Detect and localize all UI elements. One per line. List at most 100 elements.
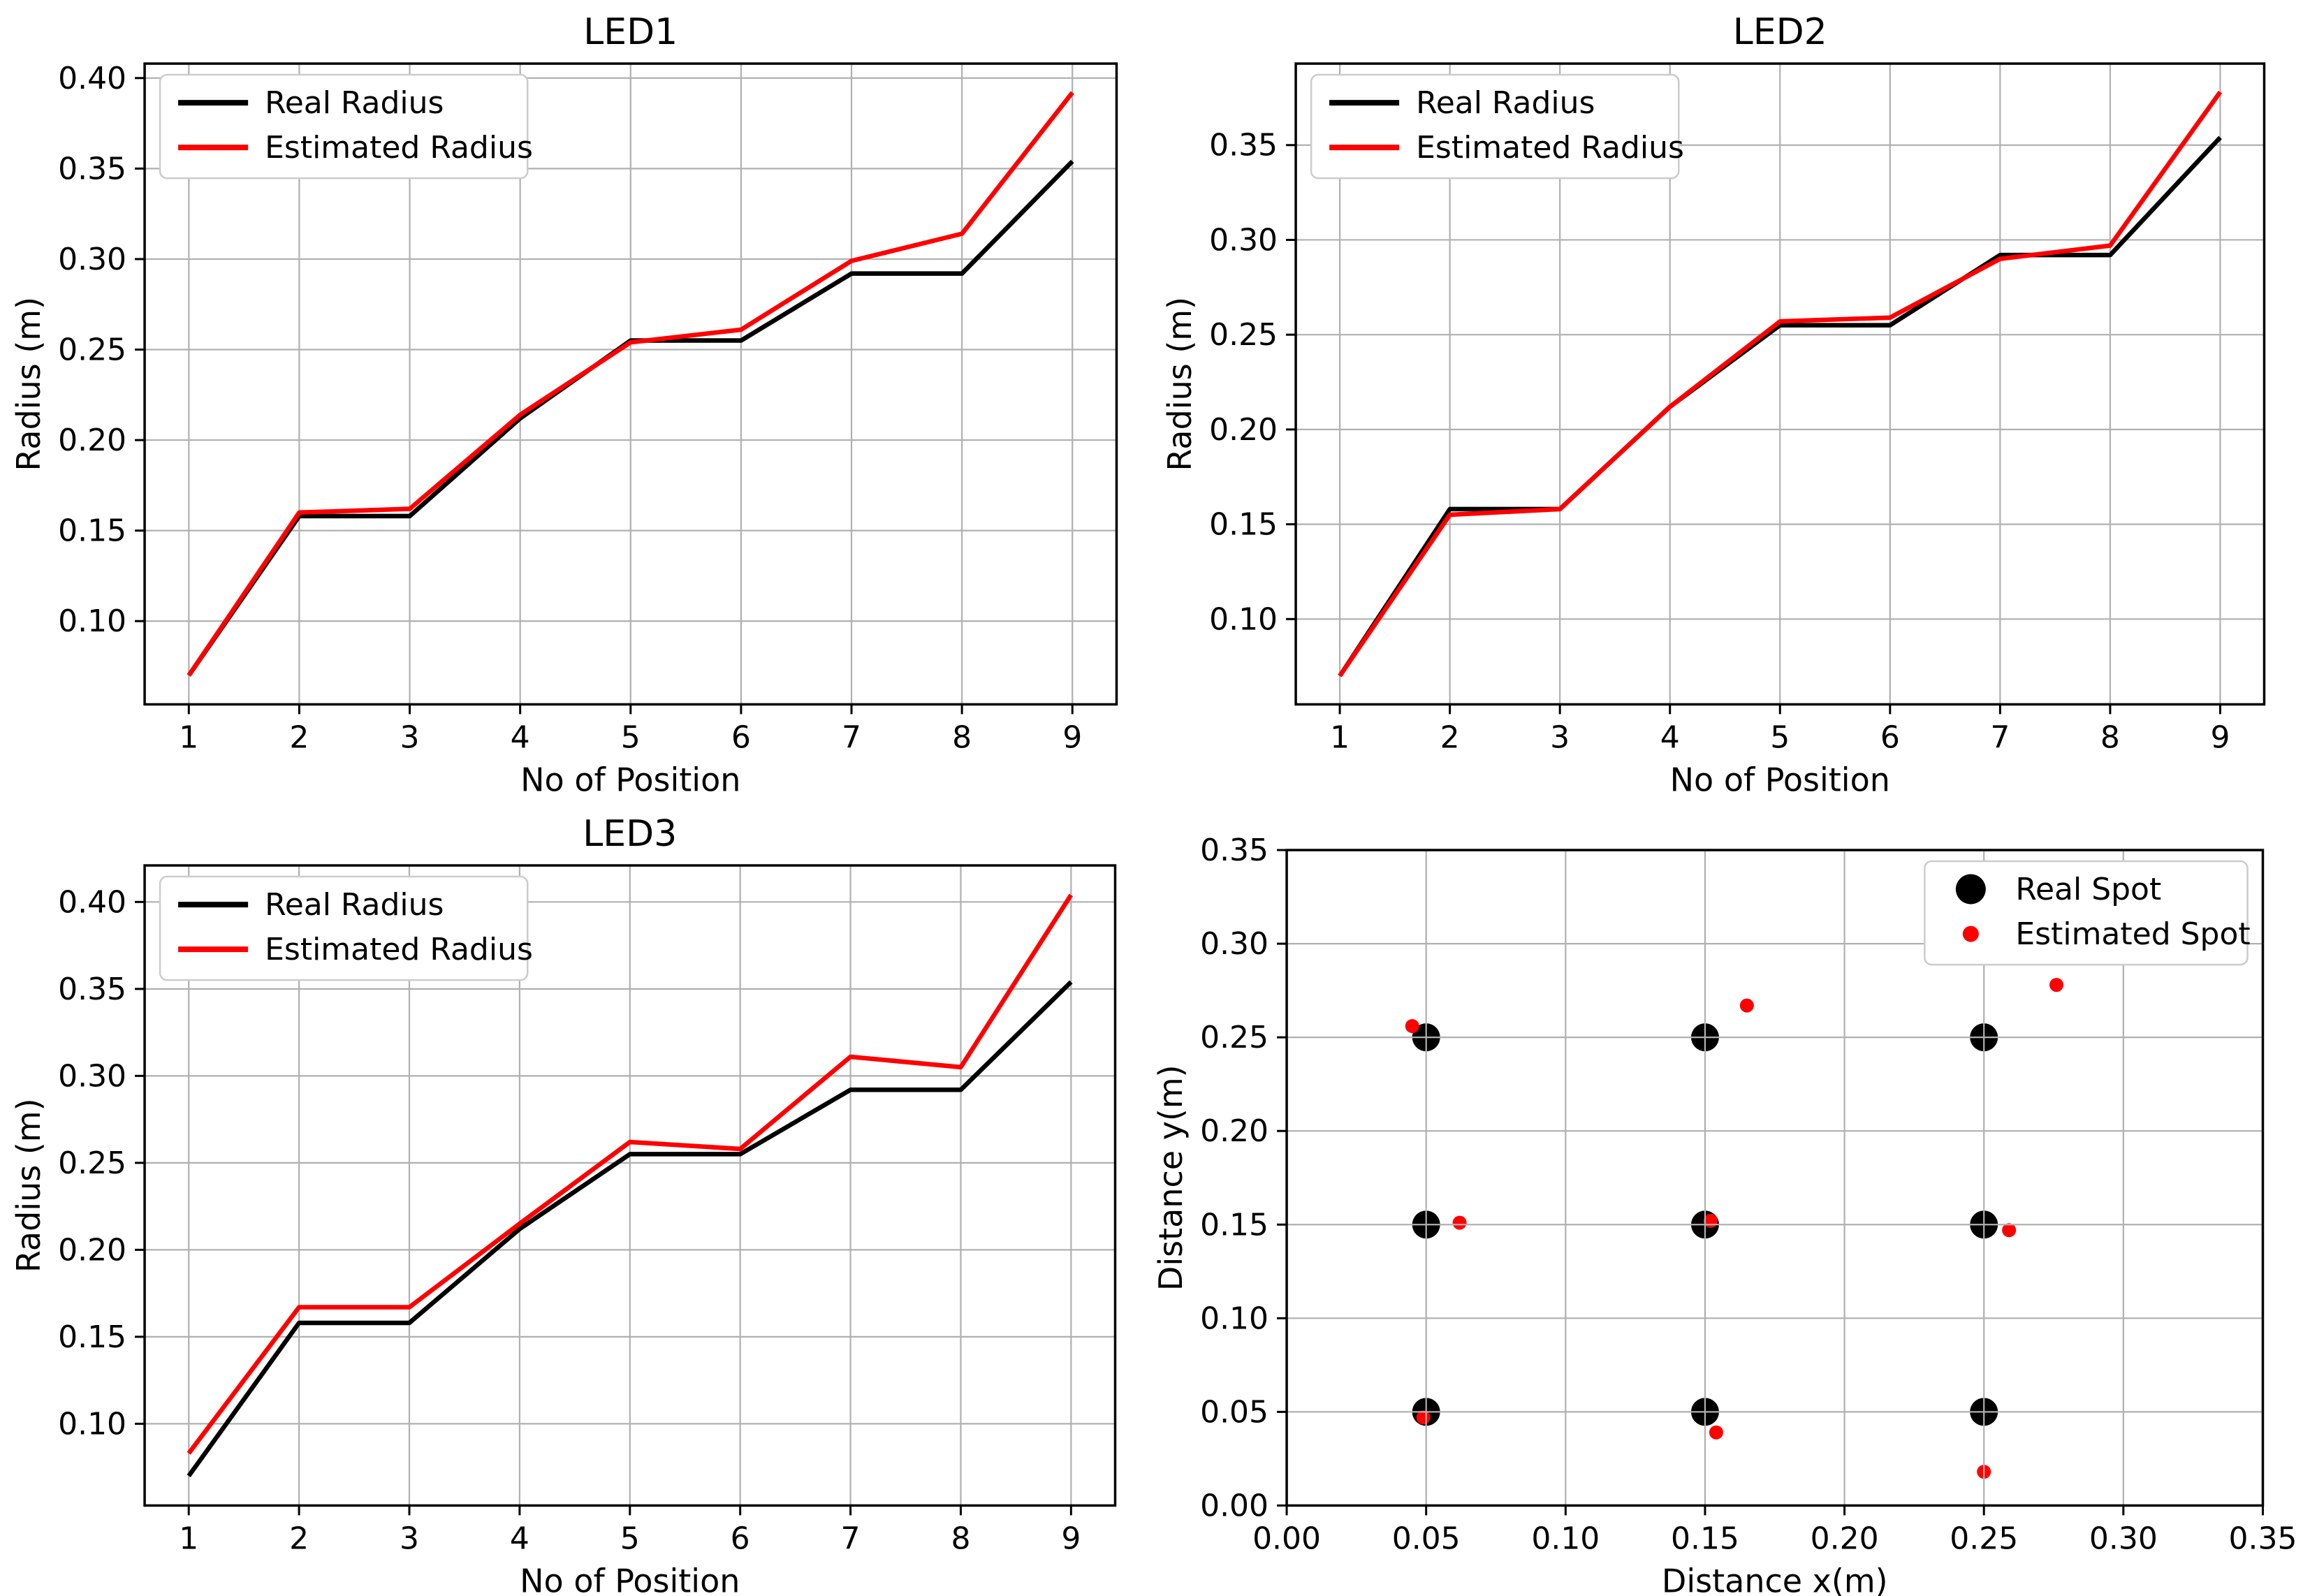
- y-tick-label: 0.10: [1200, 1301, 1269, 1336]
- y-axis-label: Radius (m): [1161, 297, 1199, 471]
- y-tick-label: 0.25: [1200, 1020, 1269, 1055]
- y-tick-label: 0.15: [58, 513, 126, 549]
- y-tick-label: 0.20: [58, 423, 126, 458]
- y-tick-label: 0.30: [58, 242, 126, 277]
- x-tick-label: 0.20: [1810, 1521, 1878, 1556]
- legend-label-real-radius: Real Radius: [265, 85, 444, 121]
- x-tick-label: 1: [179, 1521, 198, 1556]
- tick-labels: 1 2 3 4 5 6 7 8 9 0.10 0.15 0.20 0.25 0.30 0.35 0.40: [58, 884, 1081, 1556]
- chart-title: LED3: [583, 813, 677, 855]
- plot-data: [1405, 977, 2063, 1479]
- legend-box: [1310, 73, 1679, 180]
- x-tick-label: 0.25: [1950, 1521, 2018, 1556]
- chart-led2: 1 2 3 4 5 6 7 8 9 0.10 0.15 0.20 0.25 0.30 0.35 LED2 No …: [1161, 11, 2265, 798]
- y-tick-label: 0.10: [58, 603, 126, 639]
- legend-swatch-estimated-spot: [1962, 925, 1979, 942]
- y-axis-label: Distance y(m): [1152, 1064, 1190, 1291]
- chart-title: LED1: [583, 11, 678, 53]
- y-axis-label: Radius (m): [10, 297, 47, 471]
- grid: [1295, 64, 2264, 705]
- x-tick-label: 8: [951, 1521, 970, 1556]
- chart-led2-cell: 1 2 3 4 5 6 7 8 9 0.10 0.15 0.20 0.25 0.30 0.35 LED2 No …: [1152, 0, 2303, 798]
- x-tick-label: 9: [1062, 719, 1082, 755]
- plot-data: [187, 893, 1074, 1477]
- x-tick-label: 7: [842, 719, 861, 755]
- x-axis-label: No of Position: [1669, 761, 1889, 798]
- y-tick-label: 0.15: [58, 1319, 126, 1354]
- chart-spots-cell: 0.00 0.05 0.10 0.15 0.20 0.25 0.30 0.35 0.00 0.05…: [1152, 798, 2303, 1596]
- series-real-radius: [187, 980, 1073, 1477]
- x-axis-label: No of Position: [520, 1562, 740, 1596]
- x-tick-label: 4: [510, 1521, 529, 1556]
- x-tick-label: 6: [1880, 719, 1899, 755]
- x-tick-label: 5: [620, 1521, 640, 1556]
- plot-data: [1337, 90, 2222, 678]
- x-tick-label: 0.15: [1670, 1521, 1739, 1556]
- y-tick-label: 0.35: [1200, 833, 1269, 868]
- x-tick-label: 6: [731, 719, 751, 755]
- tick-labels: 1 2 3 4 5 6 7 8 9 0.10 0.15 0.20 0.25 0.30 0.35 0.40: [58, 61, 1082, 756]
- x-tick-label: 0.05: [1391, 1521, 1460, 1556]
- legend-label-real-spot: Real Spot: [2015, 872, 2161, 907]
- x-tick-label: 2: [289, 719, 309, 755]
- legend: Real Spot Estimated Spot: [1923, 860, 2250, 965]
- x-axis-label: No of Position: [520, 761, 740, 798]
- series-estimated-spot: [1405, 977, 2063, 1479]
- grid: [145, 865, 1116, 1505]
- legend-label-estimated-radius: Estimated Radius: [265, 130, 533, 166]
- y-tick-label: 0.25: [58, 1145, 126, 1180]
- legend: Real Radius Estimated Radius: [159, 73, 533, 180]
- legend: Real Radius Estimated Radius: [159, 875, 533, 981]
- y-tick-label: 0.40: [58, 884, 126, 920]
- y-tick-label: 0.30: [58, 1058, 126, 1094]
- x-tick-label: 4: [511, 719, 530, 755]
- series-estimated-radius: [187, 893, 1074, 1455]
- marker-estimated-spot: [1709, 1425, 1723, 1440]
- x-axis-label: Distance x(m): [1661, 1562, 1887, 1596]
- y-tick-label: 0.15: [1209, 507, 1278, 543]
- x-tick-label: 1: [179, 719, 198, 755]
- chart-led1-cell: 1 2 3 4 5 6 7 8 9 0.10 0.15 0.20 0.25 0.30 0.35 0.40 LED…: [0, 0, 1152, 798]
- series-estimated-radius: [187, 91, 1074, 677]
- legend-label-real-radius: Real Radius: [1416, 85, 1595, 121]
- series-estimated-radius: [1337, 90, 2222, 678]
- marker-estimated-spot: [2001, 1222, 2016, 1237]
- y-tick-label: 0.15: [1200, 1207, 1269, 1243]
- tick-labels: 0.00 0.05 0.10 0.15 0.20 0.25 0.30 0.35 0.00 0.05…: [1200, 833, 2297, 1556]
- marker-estimated-spot: [1452, 1215, 1467, 1230]
- x-tick-label: 1: [1330, 719, 1350, 755]
- x-tick-label: 0.35: [2228, 1521, 2297, 1556]
- y-tick-label: 0.10: [1209, 601, 1278, 637]
- legend: Real Radius Estimated Radius: [1310, 73, 1683, 180]
- x-tick-label: 6: [731, 1521, 750, 1556]
- grid: [145, 64, 1117, 705]
- x-tick-label: 5: [1770, 719, 1790, 755]
- y-tick-label: 0.35: [58, 971, 126, 1006]
- x-tick-label: 2: [1440, 719, 1459, 755]
- marker-estimated-spot: [1405, 1018, 1419, 1033]
- x-tick-label: 4: [1660, 719, 1679, 755]
- y-tick-label: 0.20: [1200, 1113, 1269, 1149]
- legend-swatch-real-spot: [1955, 874, 1986, 905]
- chart-led3-cell: 1 2 3 4 5 6 7 8 9 0.10 0.15 0.20 0.25 0.30 0.35 0.40 LED…: [0, 798, 1152, 1596]
- y-tick-label: 0.25: [1209, 317, 1278, 353]
- x-tick-label: 7: [841, 1521, 861, 1556]
- axes-frame: [1285, 848, 2264, 1507]
- x-tick-label: 8: [2100, 719, 2119, 755]
- x-tick-label: 3: [400, 1521, 419, 1556]
- x-tick-label: 0.00: [1252, 1521, 1321, 1556]
- y-tick-label: 0.20: [1209, 412, 1278, 448]
- y-tick-label: 0.10: [58, 1406, 126, 1442]
- x-tick-label: 9: [1061, 1521, 1081, 1556]
- y-tick-label: 0.35: [1209, 128, 1278, 163]
- legend-label-real-radius: Real Radius: [265, 887, 444, 923]
- y-tick-label: 0.05: [1200, 1394, 1269, 1430]
- x-tick-label: 0.10: [1531, 1521, 1600, 1556]
- marker-estimated-spot: [2049, 977, 2063, 992]
- x-tick-label: 3: [400, 719, 420, 755]
- y-axis-label: Radius (m): [10, 1098, 47, 1273]
- legend-label-estimated-spot: Estimated Spot: [2015, 916, 2250, 952]
- y-tick-label: 0.25: [58, 332, 126, 368]
- chart-spots: 0.00 0.05 0.10 0.15 0.20 0.25 0.30 0.35 0.00 0.05…: [1152, 833, 2297, 1596]
